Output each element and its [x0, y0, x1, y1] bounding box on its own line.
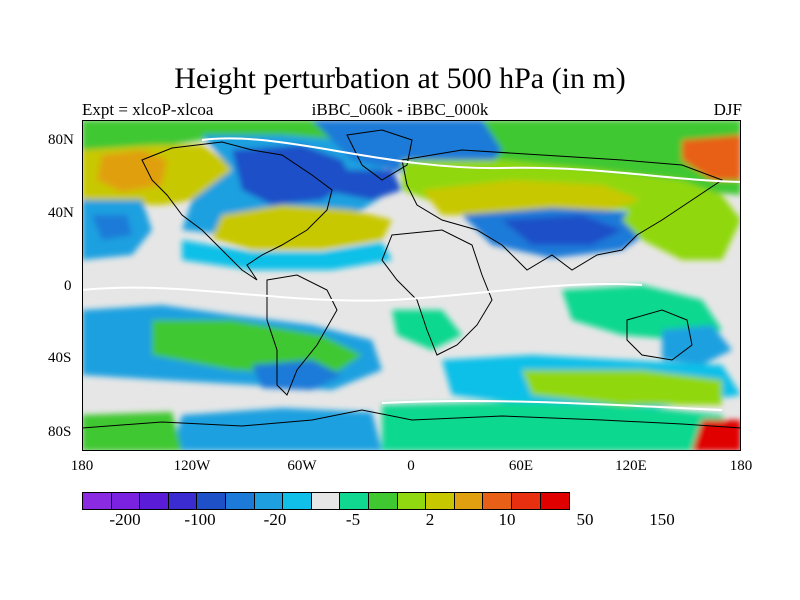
- lon-label-60e: 60E: [508, 458, 534, 474]
- indian-blue: [662, 325, 732, 365]
- colorbar-box: [168, 493, 198, 509]
- lat-label-40s: 40S: [48, 350, 72, 366]
- lat-label-40n: 40N: [48, 205, 74, 221]
- siberia-orange: [682, 135, 741, 180]
- canada-blue-dark: [232, 145, 352, 205]
- africa-coast: [381, 229, 493, 356]
- colorbar-label: 150: [649, 510, 675, 529]
- colorbar-label: -20: [263, 510, 287, 529]
- lon-label-60w: 60W: [287, 458, 317, 474]
- colorbar-box: [368, 493, 398, 509]
- indian-green: [562, 285, 722, 340]
- alaska-orange-blob: [97, 150, 167, 192]
- greenland-coast: [346, 129, 413, 181]
- difference-label: iBBC_060k - iBBC_000k: [311, 100, 489, 119]
- australia-coast: [626, 309, 693, 361]
- colorbar-box: [111, 493, 141, 509]
- colorbar-label: 2: [425, 510, 435, 529]
- eurasia-coast: [401, 149, 724, 271]
- lon-label-0: 0: [407, 458, 415, 474]
- map-frame: [82, 120, 741, 451]
- lon-label-120w: 120W: [173, 458, 211, 474]
- colorbar-box: [140, 493, 169, 509]
- lon-label-120e: 120E: [615, 458, 647, 474]
- west-antarctic-green: [82, 412, 182, 451]
- south-pacific-blue-core: [252, 360, 342, 390]
- colorbar-box: [483, 493, 512, 509]
- white-contour-south: [82, 283, 643, 302]
- season-label: DJF: [713, 100, 742, 119]
- east-asia-blue-core: [502, 215, 622, 245]
- colorbar-box: [340, 493, 369, 509]
- colorbar-box: [397, 493, 427, 509]
- colorbar-label: -200: [109, 510, 141, 529]
- colorbar-box: [540, 493, 570, 509]
- antarctic-red: [692, 420, 741, 451]
- white-contours: [82, 137, 741, 411]
- lat-label-equator: 0: [64, 278, 72, 294]
- height-perturbation-map: [82, 120, 741, 451]
- colorbar-label: -100: [184, 510, 216, 529]
- lon-label-180e: 180: [729, 458, 753, 474]
- antarctic-blue: [172, 408, 382, 451]
- colorbar-box: [426, 493, 455, 509]
- colorbar: [82, 492, 571, 510]
- colorbar-box: [511, 493, 541, 509]
- arctic-blue-core: [332, 170, 402, 200]
- colorbar-box: [311, 493, 341, 509]
- white-contour-antarctic: [381, 399, 723, 411]
- colorbar-box: [197, 493, 226, 509]
- colorbar-box: [83, 493, 112, 509]
- colorbar-label: 10: [498, 510, 516, 529]
- lon-label-180w: 180: [70, 458, 94, 474]
- eurasia-olive: [422, 180, 642, 215]
- colorbar-box: [254, 493, 284, 509]
- pacific-west-blue-core: [92, 215, 132, 240]
- white-contour-north: [201, 137, 741, 183]
- southern-ocean-green: [522, 370, 722, 405]
- colorbar-box: [225, 493, 255, 509]
- plot-title: Height perturbation at 500 hPa (in m): [174, 62, 626, 95]
- coastlines: [82, 129, 741, 429]
- colorbar-label: -5: [345, 510, 361, 529]
- lat-label-80n: 80N: [48, 132, 74, 148]
- experiment-label: Expt = xlcoP-xlcoa: [82, 100, 214, 119]
- lat-label-80s: 80S: [48, 424, 72, 440]
- colorbar-box: [283, 493, 312, 509]
- antarctica-coast: [82, 409, 741, 429]
- antarctic-green: [382, 402, 741, 451]
- south-america-coast: [266, 274, 338, 396]
- north-america-coast: [141, 141, 333, 281]
- atlantic-olive: [212, 205, 392, 250]
- pacific-east-green: [622, 195, 741, 260]
- colorbar-box: [454, 493, 484, 509]
- colorbar-label: 50: [576, 510, 594, 529]
